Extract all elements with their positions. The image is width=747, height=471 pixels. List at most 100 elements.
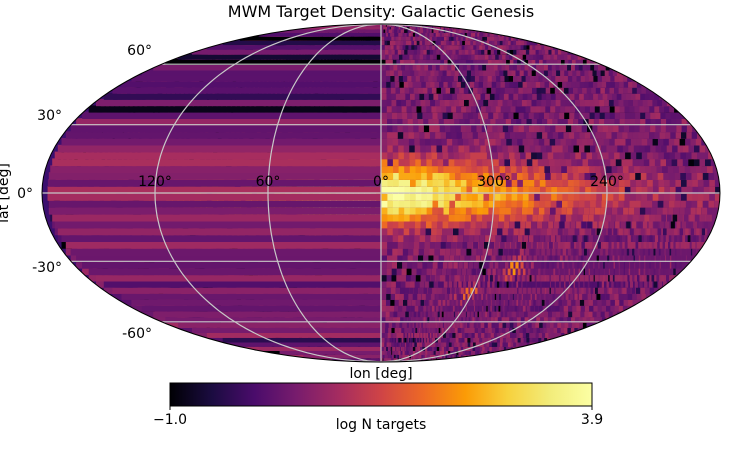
density-pixel [689, 213, 694, 222]
density-pixel [407, 346, 411, 351]
density-pixel [428, 254, 434, 263]
density-pixel [607, 193, 614, 201]
density-pixel [470, 274, 474, 282]
density-pixel [578, 193, 586, 201]
density-pixel [551, 124, 561, 133]
density-pixel [482, 186, 490, 194]
density-pixel [394, 350, 397, 355]
density-pixel [682, 234, 686, 242]
density-pixel [414, 213, 421, 222]
density-pixel [635, 186, 642, 194]
density-pixel [431, 165, 438, 173]
density-pixel [553, 220, 559, 229]
density-pixel [451, 144, 459, 153]
density-pixel [678, 172, 686, 180]
density-pixel [408, 144, 415, 153]
density-pixel [499, 199, 506, 208]
density-pixel [629, 199, 636, 208]
density-pixel [386, 357, 389, 361]
density-pixel [631, 293, 637, 300]
density-pixel [425, 158, 432, 167]
density-pixel [410, 305, 415, 312]
density-pixel [637, 274, 640, 282]
density-pixel [397, 193, 405, 201]
density-pixel [686, 193, 693, 201]
density-pixel [412, 346, 416, 351]
density-pixel [385, 346, 388, 351]
density-pixel [583, 274, 585, 282]
density-pixel [413, 248, 419, 256]
density-pixel [657, 227, 662, 236]
density-pixel [556, 186, 563, 194]
density-pixel [441, 227, 448, 236]
density-pixel [466, 248, 472, 256]
density-pixel [504, 206, 511, 215]
density-pixel [381, 332, 385, 338]
density-pixel [551, 305, 556, 312]
density-pixel [533, 199, 540, 208]
density-pixel [388, 346, 391, 351]
density-pixel [486, 305, 488, 312]
density-pixel [489, 241, 494, 249]
density-pixel [683, 213, 689, 222]
density-pixel [465, 206, 472, 215]
density-pixel [514, 138, 523, 146]
density-pixel [384, 354, 386, 359]
density-pixel [479, 151, 487, 160]
density-pixel [541, 248, 545, 256]
density-pixel [435, 274, 440, 282]
density-pixel [472, 293, 475, 300]
density-pixel [442, 220, 449, 229]
density-pixel [682, 151, 692, 160]
density-pixel [473, 299, 475, 306]
density-pixel [467, 241, 473, 249]
density-pixel [544, 199, 551, 208]
density-pixel [539, 199, 546, 208]
density-pixel [479, 316, 483, 323]
density-pixel [402, 321, 406, 328]
density-pixel [414, 305, 419, 312]
density-pixel [429, 299, 433, 306]
density-pixel [583, 118, 594, 126]
density-pixel [527, 186, 535, 194]
density-pixel [419, 151, 426, 160]
density-pixel [460, 286, 464, 294]
density-pixel [665, 220, 670, 229]
density-pixel [657, 199, 664, 208]
density-pixel [636, 293, 642, 300]
density-pixel [662, 206, 668, 215]
density-pixel [460, 193, 467, 201]
density-pixel [531, 165, 539, 173]
density-pixel [528, 254, 532, 263]
density-pixel [616, 138, 626, 146]
density-pixel [645, 286, 650, 294]
density-pixel [397, 241, 404, 249]
density-pixel [633, 172, 641, 180]
density-pixel [540, 280, 542, 288]
density-pixel [501, 321, 507, 328]
density-pixel [697, 199, 703, 208]
density-pixel [464, 299, 467, 306]
density-pixel [493, 206, 500, 215]
density-pixel [510, 179, 518, 187]
density-pixel [436, 220, 443, 229]
density-pixel [564, 274, 566, 282]
density-pixel [477, 138, 485, 146]
density-pixel [588, 274, 590, 282]
density-pixel [381, 138, 388, 146]
density-pixel [454, 206, 461, 215]
density-pixel [475, 165, 483, 173]
density-pixel [486, 158, 494, 167]
density-pixel [668, 158, 678, 167]
density-pixel [613, 144, 623, 153]
density-pixel [631, 286, 636, 294]
density-pixel [408, 151, 415, 160]
density-pixel [437, 337, 441, 343]
density-pixel [596, 227, 601, 236]
density-pixel [386, 274, 392, 282]
density-pixel [426, 293, 431, 300]
density-pixel [704, 234, 707, 242]
density-pixel [530, 280, 533, 288]
density-pixel [442, 299, 446, 306]
density-pixel [700, 172, 709, 180]
